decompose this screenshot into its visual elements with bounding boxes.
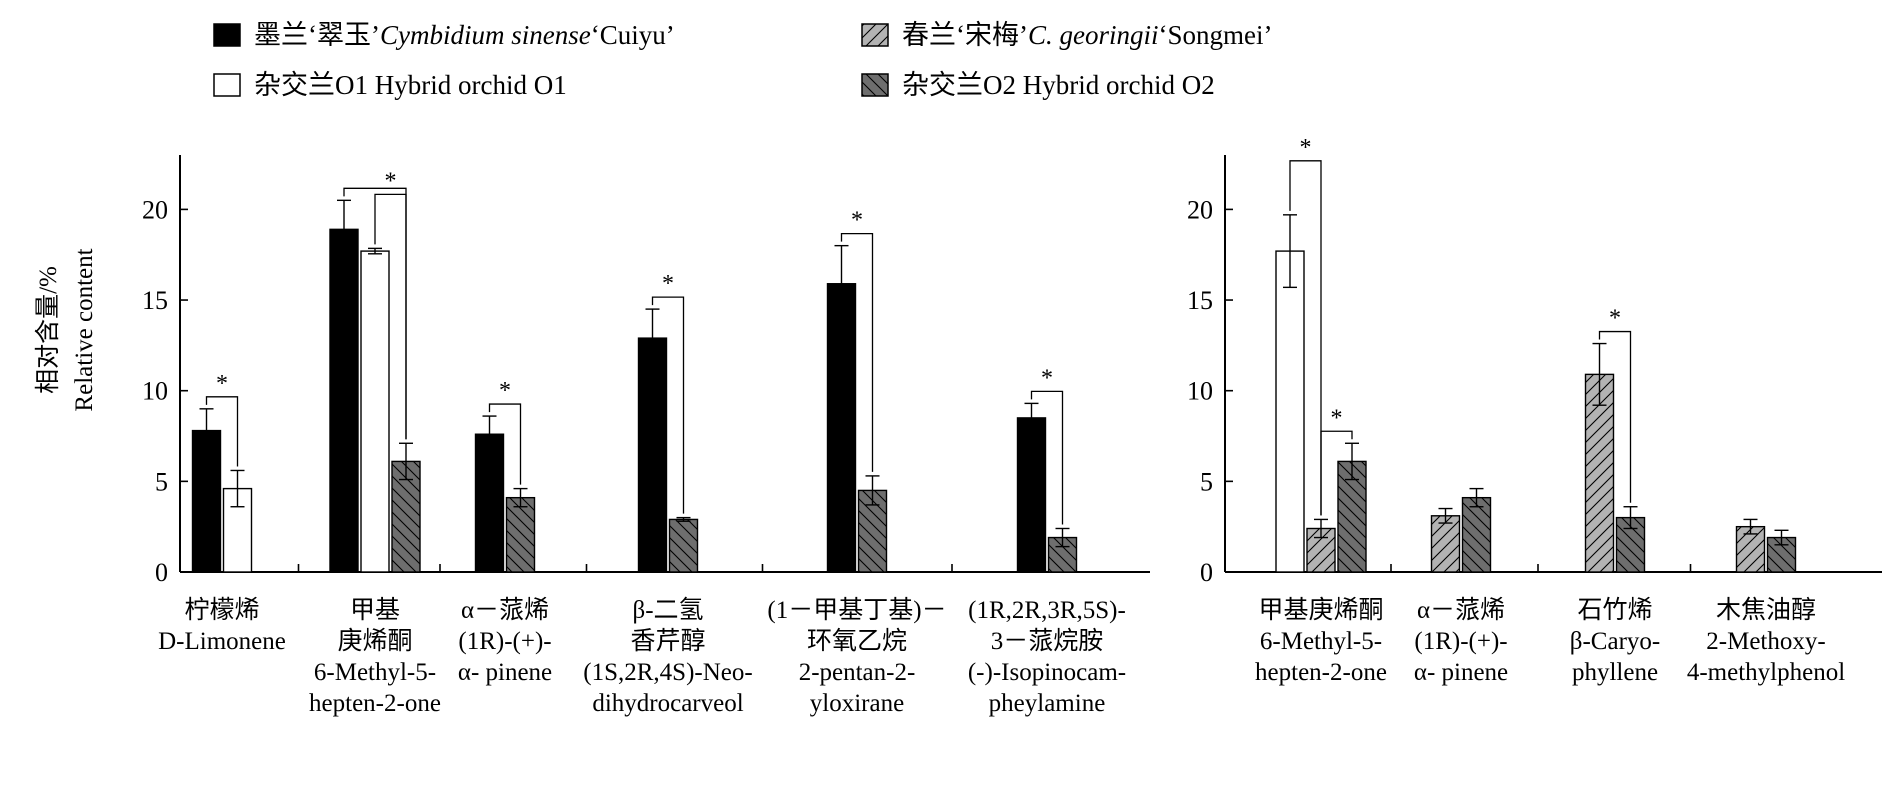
significance-star: * [1300, 135, 1312, 161]
bar [329, 228, 359, 573]
x-category-label: 2-Methoxy- [1706, 628, 1825, 655]
bar [1584, 373, 1615, 573]
x-category-label: (1－甲基丁基)－ [767, 596, 946, 624]
bar [1461, 496, 1492, 573]
x-category-label: (-)-Isopinocam- [968, 659, 1126, 686]
x-category-label: 2-pentan-2- [799, 659, 916, 686]
significance-bracket [488, 403, 522, 485]
x-category-label: α－蒎烯 [461, 596, 549, 624]
x-category-label: 6-Methyl-5- [1260, 628, 1382, 655]
significance-star: * [216, 371, 228, 397]
bar [637, 337, 668, 573]
legend-label: 墨兰‘翠玉’Cymbidium sinense‘Cuiyu’ [254, 20, 675, 50]
y-tick-label: 0 [155, 558, 168, 587]
significance-bracket [651, 296, 685, 514]
x-category-label: 柠檬烯 [184, 596, 259, 624]
x-category-label: D-Limonene [158, 628, 286, 655]
x-category-label: 4-methylphenol [1687, 659, 1845, 686]
x-category-label: 甲基 [350, 596, 400, 624]
significance-bracket [205, 396, 239, 467]
legend-label: 春兰‘宋梅’C. georingii‘Songmei’ [902, 20, 1273, 50]
x-category-label: phyllene [1572, 659, 1658, 686]
y-tick-label: 0 [1200, 558, 1213, 587]
x-category-label: α- pinene [458, 659, 552, 686]
legend-label: 杂交兰O2 Hybrid orchid O2 [902, 70, 1215, 100]
y-tick-label: 20 [1187, 195, 1213, 224]
x-category-label: 石竹烯 [1577, 596, 1652, 624]
significance-star: * [385, 168, 397, 194]
y-tick-label: 15 [142, 286, 168, 315]
x-category-label: 3－蒎烷胺 [991, 627, 1104, 655]
legend-swatch [213, 73, 241, 97]
x-category-label: α- pinene [1414, 659, 1508, 686]
y-tick-label: 15 [1187, 286, 1213, 315]
x-category-label: α－蒎烯 [1417, 596, 1505, 624]
significance-star: * [1331, 405, 1343, 431]
x-category-label: 环氧乙烷 [807, 627, 907, 655]
x-category-label: (1R,2R,3R,5S)- [968, 597, 1126, 624]
x-category-label: pheylamine [989, 690, 1106, 717]
y-tick-label: 10 [142, 377, 168, 406]
significance-star: * [851, 208, 863, 234]
left-chart-panel: 相对含量/% Relative content 0 5 10 15 20 柠檬烯 D-Lim… [34, 155, 1150, 717]
bar [668, 518, 699, 573]
y-tick-label: 10 [1187, 377, 1213, 406]
y-tick-label: 20 [142, 195, 168, 224]
x-category-label: 甲基庚烯酮 [1258, 596, 1383, 624]
x-category-label: β-二氢 [632, 596, 703, 624]
significance-star: * [1041, 365, 1053, 391]
significance-star: * [1609, 306, 1621, 332]
x-category-label: hepten-2-one [309, 690, 441, 717]
legend-swatch [861, 23, 889, 47]
x-category-label: 木焦油醇 [1716, 596, 1816, 624]
bar [1275, 250, 1305, 573]
x-category-label: dihydrocarveol [592, 690, 743, 717]
y-tick-label: 5 [155, 467, 168, 496]
chart-legend: 墨兰‘翠玉’Cymbidium sinense‘Cuiyu’ 春兰‘宋梅’C. g… [213, 20, 1273, 100]
significance-star: * [499, 378, 511, 404]
x-category-label: β-Caryo- [1570, 628, 1660, 655]
significance-bracket [840, 233, 874, 472]
x-category-label: (1S,2R,4S)-Neo- [583, 659, 752, 686]
significance-bracket [374, 193, 407, 440]
bar [1016, 417, 1047, 573]
x-category-label: (1R)-(+)- [458, 628, 551, 655]
y-tick-label: 5 [1200, 467, 1213, 496]
significance-bracket [1030, 390, 1064, 525]
significance-bracket [1598, 330, 1632, 503]
legend-swatch [861, 73, 889, 97]
x-category-label: hepten-2-one [1255, 659, 1387, 686]
bar [191, 429, 222, 573]
x-category-label: yloxirane [810, 690, 904, 717]
bar [474, 433, 505, 573]
right-chart-panel: 0 5 10 15 20 甲基庚烯酮 6-Methyl-5- hepten-2-one α－蒎烯… [1187, 135, 1882, 686]
y-axis-label-en: Relative content [71, 248, 98, 411]
x-category-label: 香芹醇 [630, 627, 705, 655]
x-category-label: 庚烯酮 [337, 627, 412, 655]
bar [826, 283, 857, 573]
y-axis-label-cn: 相对含量/% [34, 266, 62, 394]
significance-star: * [662, 271, 674, 297]
legend-swatch [213, 23, 241, 47]
x-category-label: (1R)-(+)- [1414, 628, 1507, 655]
significance-bracket [1289, 160, 1322, 516]
bar [505, 496, 536, 573]
legend-label: 杂交兰O1 Hybrid orchid O1 [254, 70, 567, 100]
bar [1306, 527, 1336, 573]
x-category-label: 6-Methyl-5- [314, 659, 436, 686]
bar [360, 250, 390, 573]
bar [1430, 515, 1461, 573]
